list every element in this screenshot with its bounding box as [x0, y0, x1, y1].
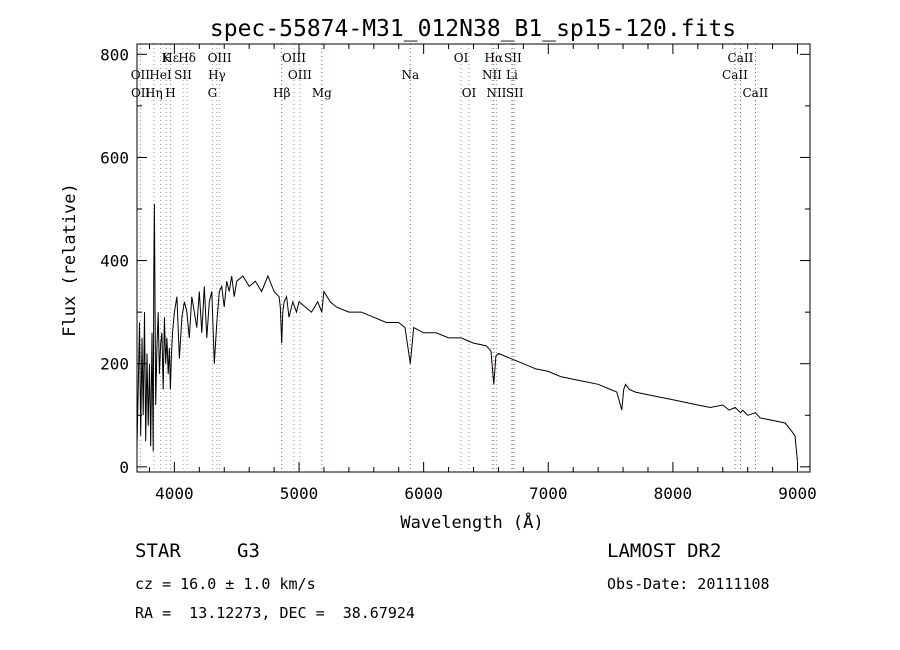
line-label: Na: [401, 68, 419, 82]
line-label: CaII: [742, 86, 768, 100]
coordinates: RA = 13.12273, DEC = 38.67924: [135, 604, 415, 622]
line-label: Hη: [145, 86, 163, 100]
y-tick-label: 400: [100, 252, 129, 271]
line-label: HeI: [149, 68, 172, 82]
y-axis-label: Flux (relative): [60, 183, 80, 337]
y-tick-label: 200: [100, 355, 129, 374]
line-label: Hα: [485, 51, 504, 65]
line-label: Hδ: [178, 51, 196, 65]
line-label: Hε: [162, 51, 179, 65]
line-label: H: [165, 86, 175, 100]
line-marker-group: [139, 44, 756, 472]
line-label: Hγ: [208, 68, 226, 82]
survey-name: LAMOST DR2: [607, 540, 722, 562]
x-tick-label: 4000: [155, 484, 194, 503]
line-label: Hβ: [273, 86, 290, 100]
x-tick-label: 7000: [529, 484, 568, 503]
redshift-value: cz = 16.0 ± 1.0 km/s: [135, 575, 316, 593]
line-label: CaII: [722, 68, 748, 82]
y-axis: 0 200 400 600 800: [100, 45, 810, 477]
spectrum-line: [136, 203, 798, 462]
line-label: OIII: [282, 51, 306, 65]
x-tick-label: 9000: [778, 484, 817, 503]
line-label: Mg: [312, 86, 332, 100]
object-class-label: STAR: [135, 540, 181, 562]
line-label: NII: [482, 68, 502, 82]
x-tick-label: 5000: [280, 484, 319, 503]
y-tick-label: 600: [100, 148, 129, 167]
line-label: K: [162, 51, 172, 65]
y-tick-label: 0: [119, 458, 129, 477]
x-axis-label: Wavelength (Å): [400, 511, 543, 533]
x-tick-label: 8000: [654, 484, 693, 503]
line-label: NII: [486, 86, 506, 100]
object-subclass: G3: [237, 540, 260, 562]
line-label: OIII: [208, 51, 232, 65]
line-label: SII: [506, 86, 524, 100]
plot-frame: [136, 43, 811, 473]
x-tick-label: 6000: [404, 484, 443, 503]
line-label: CaII: [728, 51, 754, 65]
observation-date: Obs-Date: 20111108: [607, 575, 770, 593]
line-label: OI: [462, 86, 477, 100]
chart-title: spec-55874-M31_012N38_B1_sp15-120.fits: [210, 16, 736, 42]
line-label: G: [208, 86, 218, 100]
line-label: OII: [131, 68, 151, 82]
line-label: OII: [131, 86, 151, 100]
line-label: Li: [506, 68, 518, 82]
y-tick-label: 800: [100, 45, 129, 64]
line-label: SII: [174, 68, 192, 82]
line-label: OI: [454, 51, 469, 65]
line-label: OIII: [288, 68, 312, 82]
line-label: SII: [504, 51, 522, 65]
x-axis: 4000 5000 6000 7000 8000 9000: [148, 44, 817, 503]
